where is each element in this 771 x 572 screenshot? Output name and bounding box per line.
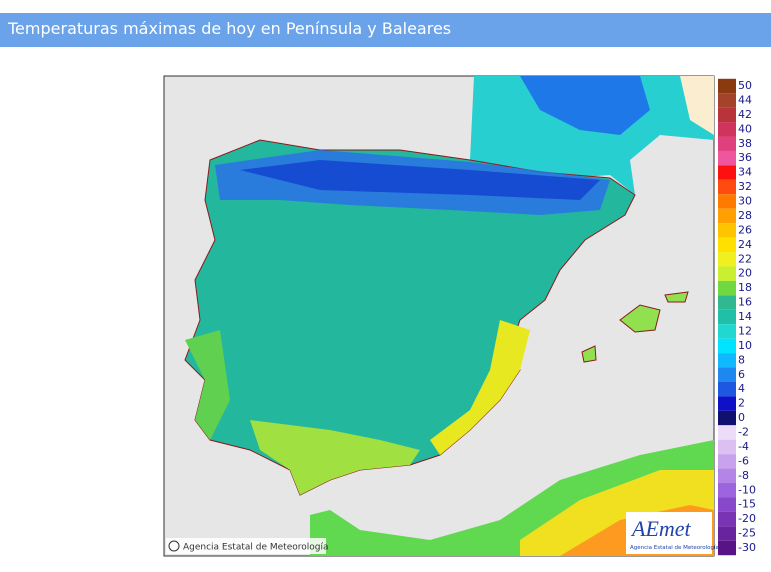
legend-swatch bbox=[718, 425, 736, 440]
legend-swatch bbox=[718, 324, 736, 339]
legend-swatch bbox=[718, 396, 736, 411]
legend-swatch bbox=[718, 511, 736, 527]
italy bbox=[680, 76, 714, 135]
legend-swatch bbox=[718, 237, 736, 253]
legend-swatch bbox=[718, 497, 736, 512]
credit: Agencia Estatal de Meteorología bbox=[183, 543, 329, 553]
legend-label: -2 bbox=[738, 426, 749, 439]
legend-swatch bbox=[718, 136, 736, 151]
legend-label: 0 bbox=[738, 411, 745, 424]
legend-swatch bbox=[718, 150, 736, 166]
pyrenees bbox=[240, 160, 600, 200]
legend-label: 44 bbox=[738, 93, 752, 106]
legend-label: 30 bbox=[738, 195, 752, 208]
header: Temperaturas máximas de hoy en Península… bbox=[0, 13, 771, 47]
legend-swatch bbox=[718, 454, 736, 469]
logo: AEmet bbox=[630, 516, 692, 541]
legend-swatch bbox=[718, 410, 736, 426]
legend-label: 18 bbox=[738, 281, 752, 294]
legend-label: 20 bbox=[738, 267, 752, 280]
legend-label: 40 bbox=[738, 122, 752, 135]
legend-swatch bbox=[718, 194, 736, 209]
legend-swatch bbox=[718, 165, 736, 180]
legend-label: 50 bbox=[738, 79, 752, 92]
legend-label: 26 bbox=[738, 223, 752, 236]
legend-label: -15 bbox=[738, 498, 756, 511]
legend-swatch bbox=[718, 122, 736, 137]
logo-bg bbox=[626, 512, 712, 554]
legend-swatch bbox=[718, 107, 736, 123]
legend: 5044424038363432302826242220181614121086… bbox=[718, 78, 756, 556]
credit-bg bbox=[166, 538, 326, 554]
legend-label: -30 bbox=[738, 541, 756, 554]
legend-label: 2 bbox=[738, 397, 745, 410]
logo-subtitle: Agencia Estatal de Meteorología bbox=[630, 544, 719, 551]
legend-swatch bbox=[718, 93, 736, 108]
legend-swatch bbox=[718, 381, 736, 397]
legend-label: 24 bbox=[738, 238, 752, 251]
france bbox=[470, 76, 714, 195]
legend-label: 28 bbox=[738, 209, 752, 222]
legend-swatch bbox=[718, 468, 736, 484]
legend-label: -20 bbox=[738, 512, 756, 525]
legend-label: 10 bbox=[738, 339, 752, 352]
legend-swatch bbox=[718, 252, 736, 267]
menorca bbox=[664, 291, 689, 303]
legend-label: 12 bbox=[738, 324, 752, 337]
legend-swatch bbox=[718, 208, 736, 224]
east-warm bbox=[430, 320, 530, 455]
legend-swatch bbox=[718, 526, 736, 541]
legend-label: -4 bbox=[738, 440, 749, 453]
legend-swatch bbox=[718, 338, 736, 354]
legend-label: 38 bbox=[738, 137, 752, 150]
legend-label: -6 bbox=[738, 454, 749, 467]
legend-swatch bbox=[718, 540, 736, 556]
legend-swatch bbox=[718, 223, 736, 238]
west-coast bbox=[185, 330, 230, 440]
header-title: Temperaturas máximas de hoy en Península… bbox=[8, 19, 452, 38]
legend-label: -25 bbox=[738, 527, 756, 540]
alps bbox=[520, 76, 650, 135]
legend-label: 32 bbox=[738, 180, 752, 193]
ibiza bbox=[581, 345, 597, 363]
legend-label: -8 bbox=[738, 469, 749, 482]
legend-swatch bbox=[718, 280, 736, 296]
legend-swatch bbox=[718, 78, 736, 94]
legend-swatch bbox=[718, 295, 736, 310]
legend-label: 6 bbox=[738, 368, 745, 381]
legend-label: 34 bbox=[738, 166, 752, 179]
legend-label: 36 bbox=[738, 151, 752, 164]
legend-swatch bbox=[718, 367, 736, 382]
legend-swatch bbox=[718, 353, 736, 368]
legend-swatch bbox=[718, 309, 736, 325]
mallorca bbox=[619, 304, 661, 333]
legend-label: -10 bbox=[738, 483, 756, 496]
legend-label: 42 bbox=[738, 108, 752, 121]
legend-label: 22 bbox=[738, 252, 752, 265]
legend-label: 14 bbox=[738, 310, 752, 323]
copyright-icon bbox=[168, 540, 180, 552]
legend-swatch bbox=[718, 179, 736, 195]
south-warm bbox=[250, 420, 420, 495]
legend-swatch bbox=[718, 439, 736, 455]
legend-swatch bbox=[718, 266, 736, 281]
legend-swatch bbox=[718, 483, 736, 498]
legend-label: 16 bbox=[738, 296, 752, 309]
legend-label: 8 bbox=[738, 353, 745, 366]
legend-label: 4 bbox=[738, 382, 745, 395]
